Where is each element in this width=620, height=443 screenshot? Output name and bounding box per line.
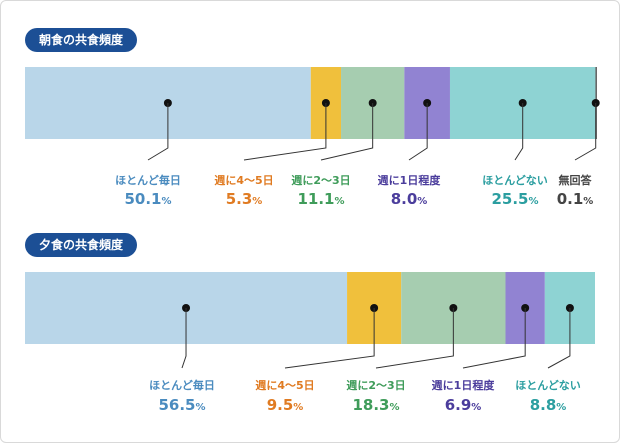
segment-value: 5.3% xyxy=(226,190,263,208)
segment-label: ほとんど毎日 xyxy=(115,173,181,187)
segment-label: 週に1日程度 xyxy=(432,378,496,392)
segment-label: ほとんどない xyxy=(515,379,580,392)
segment-value: 8.0% xyxy=(391,190,428,208)
segment-label: 週に1日程度 xyxy=(378,173,442,187)
segment-label: 無回答 xyxy=(559,173,593,187)
segment-value: 50.1% xyxy=(124,190,171,208)
segment-label: ほとんど毎日 xyxy=(149,378,215,392)
leader-line xyxy=(147,103,169,161)
leader-line xyxy=(514,103,524,161)
segment-label: 週に2〜3日 xyxy=(346,378,405,392)
segment-value: 0.1% xyxy=(557,190,594,208)
segment-label: ほとんどない xyxy=(482,174,547,187)
breakfast-title-pill: 朝食の共食頻度 xyxy=(25,28,138,52)
segment-value: 9.5% xyxy=(267,396,304,414)
segment-label: 週に2〜3日 xyxy=(291,173,350,187)
segment-value: 56.5% xyxy=(158,396,205,414)
leader-line xyxy=(462,308,526,369)
segment-value: 25.5% xyxy=(491,190,538,208)
segment-value: 6.9% xyxy=(445,396,482,414)
leader-line xyxy=(243,103,327,161)
leader-line xyxy=(181,308,187,369)
leader-line xyxy=(408,103,428,161)
segment-value: 18.3% xyxy=(352,396,399,414)
dinner-title-pill: 夕食の共食頻度 xyxy=(25,233,138,257)
segment-value: 8.8% xyxy=(530,396,567,414)
segment-label: 週に4〜5日 xyxy=(214,173,273,187)
leader-line xyxy=(574,103,597,161)
segment-label: 週に4〜5日 xyxy=(255,378,314,392)
leader-line xyxy=(375,308,454,369)
leader-line xyxy=(547,308,571,369)
leader-line xyxy=(320,103,374,161)
leader-line xyxy=(284,308,375,369)
segment-value: 11.1% xyxy=(297,190,344,208)
